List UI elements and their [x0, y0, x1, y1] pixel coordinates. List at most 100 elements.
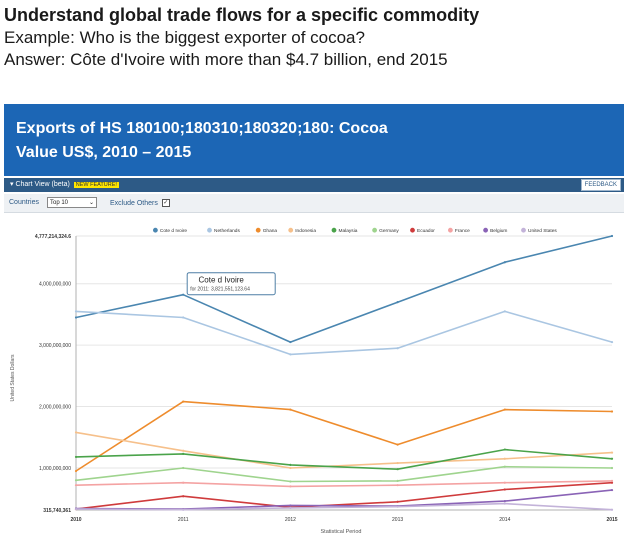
tooltip-box	[186, 272, 276, 296]
legend-item[interactable]: Malaysia	[331, 227, 358, 234]
legend-label: Ghana	[263, 228, 278, 234]
data-point[interactable]	[610, 410, 614, 413]
data-point[interactable]	[396, 347, 399, 350]
legend-item[interactable]: Ghana	[255, 227, 278, 234]
legend-label: Ecuador	[417, 228, 435, 234]
data-point[interactable]	[289, 506, 292, 509]
data-point[interactable]	[74, 455, 78, 459]
x-tick-label: 2014	[499, 517, 510, 523]
new-feature-badge: NEW FEATURE!	[73, 182, 119, 188]
data-point[interactable]	[610, 479, 614, 482]
data-point[interactable]	[396, 443, 399, 446]
data-point[interactable]	[503, 261, 506, 264]
data-point[interactable]	[182, 508, 185, 511]
series-line[interactable]	[75, 465, 613, 483]
data-point[interactable]	[74, 469, 78, 473]
x-axis: 2010 2011 2012 2013 2014 2015	[70, 509, 618, 523]
intro-example: Example: Who is the biggest exporter of …	[4, 28, 365, 47]
exclude-others-control[interactable]: Exclude Others ✓	[110, 199, 170, 207]
data-point[interactable]	[182, 452, 185, 455]
chart-legend: Cote d Ivoire Netherlands Ghana Indonesia Ma…	[153, 227, 557, 234]
legend-item[interactable]: Germany	[372, 227, 399, 234]
legend-marker	[207, 227, 212, 233]
data-point[interactable]	[503, 465, 506, 468]
data-point[interactable]	[396, 505, 399, 508]
data-point[interactable]	[289, 485, 292, 488]
series-line[interactable]	[75, 400, 613, 472]
data-point[interactable]	[289, 353, 292, 356]
data-point[interactable]	[610, 488, 614, 492]
chevron-down-icon: ⌄	[88, 200, 94, 206]
legend-label: Germany	[379, 228, 399, 234]
line-chart: Cote d Ivoire Netherlands Ghana Indonesia Ma…	[10, 227, 618, 535]
intro-title: Understand global trade flows for a spec…	[4, 5, 480, 25]
data-point[interactable]	[610, 234, 614, 238]
data-point[interactable]	[289, 504, 292, 507]
series-line[interactable]	[75, 480, 613, 488]
legend-item[interactable]: United States	[521, 227, 557, 234]
legend-item[interactable]: France	[448, 227, 470, 234]
data-point[interactable]	[182, 316, 185, 319]
series-line[interactable]	[75, 310, 613, 356]
data-point[interactable]	[503, 502, 506, 505]
data-point[interactable]	[610, 340, 614, 344]
tooltip-title: Cote d Ivoire	[199, 276, 245, 285]
series-line[interactable]	[75, 235, 613, 343]
exclude-others-checkbox[interactable]: ✓	[161, 199, 170, 207]
data-point[interactable]	[503, 310, 506, 313]
data-point[interactable]	[396, 479, 399, 482]
data-point[interactable]	[74, 316, 78, 319]
legend-label: United States	[528, 228, 557, 234]
data-point[interactable]	[396, 468, 399, 471]
data-point[interactable]	[289, 480, 292, 483]
legend-item[interactable]: Netherlands	[207, 227, 240, 234]
series-line[interactable]	[75, 481, 613, 510]
series-line[interactable]	[75, 502, 613, 511]
x-tick-label: 2010	[70, 517, 81, 523]
data-point[interactable]	[74, 508, 78, 511]
data-point[interactable]	[182, 400, 185, 403]
series-line[interactable]	[75, 431, 613, 469]
data-point[interactable]	[396, 301, 399, 304]
legend-marker	[521, 227, 526, 233]
data-point[interactable]	[182, 466, 185, 470]
data-point[interactable]	[503, 481, 506, 484]
data-point[interactable]	[182, 481, 185, 484]
data-point[interactable]	[74, 310, 78, 313]
data-point[interactable]	[610, 481, 614, 484]
data-point[interactable]	[610, 457, 614, 460]
data-point[interactable]	[610, 451, 614, 454]
data-point[interactable]	[182, 449, 185, 452]
data-point[interactable]	[182, 293, 185, 296]
data-point[interactable]	[503, 448, 506, 451]
data-point[interactable]	[289, 466, 292, 470]
data-point[interactable]	[289, 463, 292, 467]
legend-item[interactable]: Ecuador	[410, 227, 435, 234]
legend-item[interactable]: Belgium	[483, 227, 507, 234]
series-line[interactable]	[75, 448, 613, 471]
data-point[interactable]	[396, 500, 399, 503]
data-point[interactable]	[610, 508, 614, 511]
data-point[interactable]	[396, 484, 399, 487]
legend-item[interactable]: Cote d Ivoire	[153, 227, 187, 234]
countries-select[interactable]: Top 10 ⌄	[47, 197, 97, 208]
data-point[interactable]	[74, 431, 78, 434]
caret-down-icon: ▾	[10, 181, 14, 188]
data-point[interactable]	[610, 466, 614, 470]
data-point[interactable]	[182, 495, 185, 498]
data-point[interactable]	[503, 488, 506, 491]
data-point[interactable]	[503, 457, 506, 460]
countries-select-value: Top 10	[50, 200, 69, 206]
data-point[interactable]	[396, 461, 399, 465]
data-point[interactable]	[289, 408, 292, 411]
legend-item[interactable]: Indonesia	[288, 227, 316, 234]
data-point[interactable]	[74, 479, 78, 482]
data-point[interactable]	[289, 340, 292, 344]
data-point[interactable]	[503, 408, 506, 411]
data-point[interactable]	[74, 484, 78, 487]
chart-view-toolbar: ▾ Chart View (beta) NEW FEATURE! FEEDBAC…	[4, 178, 624, 192]
feedback-button[interactable]: FEEDBACK	[580, 179, 621, 191]
legend-label: Belgium	[490, 228, 507, 234]
chart-view-toggle[interactable]: ▾ Chart View (beta) NEW FEATURE!	[10, 180, 119, 188]
data-point[interactable]	[503, 500, 506, 503]
